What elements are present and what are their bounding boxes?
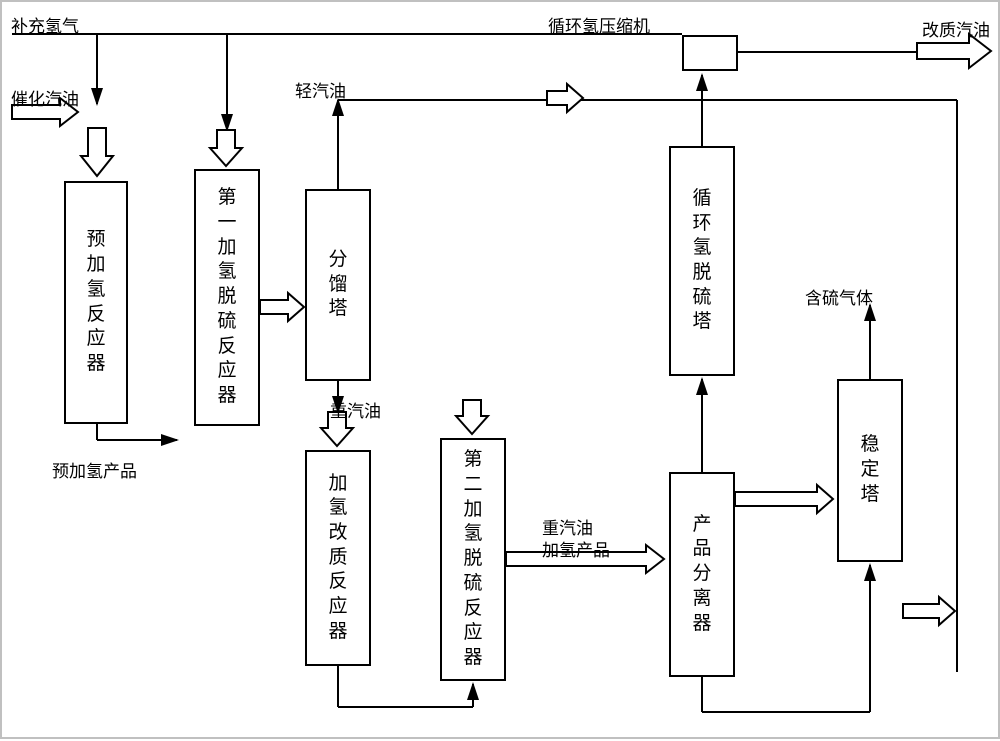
label-cat-gas: 催化汽油 xyxy=(11,85,79,110)
diagram-canvas: 预加氢反应器 第一加氢脱硫反应器 分馏塔 加氢改质反应器 第二加氢脱硫反应器 循… xyxy=(0,0,1000,739)
compressor-box xyxy=(682,35,738,71)
unit-second-hds: 第二加氢脱硫反应器 xyxy=(440,438,506,681)
label-compressor: 循环氢压缩机 xyxy=(548,12,650,37)
label-sulfur-gas: 含硫气体 xyxy=(805,284,873,309)
unit-pre-hydro: 预加氢反应器 xyxy=(64,181,128,424)
unit-separator: 产品分离器 xyxy=(669,472,735,677)
label-makeup-h2: 补充氢气 xyxy=(11,12,79,37)
label-light-gas: 轻汽油 xyxy=(295,77,346,102)
unit-fractionator: 分馏塔 xyxy=(305,189,371,381)
unit-first-hds: 第一加氢脱硫反应器 xyxy=(194,169,260,426)
label-hvy-prod-2: 加氢产品 xyxy=(542,536,610,561)
unit-stabilizer: 稳定塔 xyxy=(837,379,903,562)
unit-recycle-hds: 循环氢脱硫塔 xyxy=(669,146,735,376)
unit-reformer: 加氢改质反应器 xyxy=(305,450,371,666)
label-heavy-gas: 重汽油 xyxy=(330,397,381,422)
label-prehydro-prod: 预加氢产品 xyxy=(52,457,137,482)
label-reformed-gas: 改质汽油 xyxy=(922,16,990,41)
